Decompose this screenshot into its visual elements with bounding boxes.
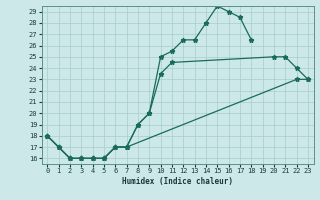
X-axis label: Humidex (Indice chaleur): Humidex (Indice chaleur) [122,177,233,186]
